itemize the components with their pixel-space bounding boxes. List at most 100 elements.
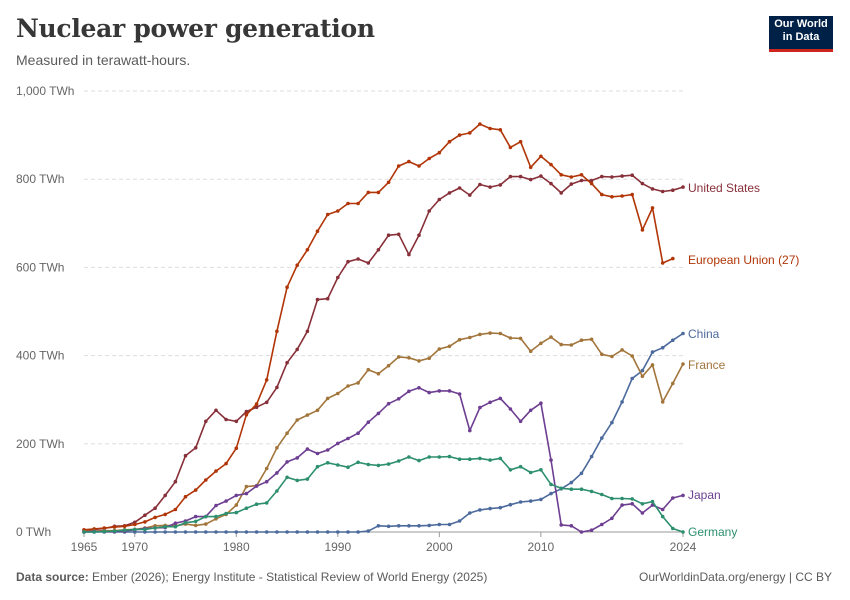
data-point: [447, 389, 452, 393]
data-point: [153, 530, 157, 534]
data-point: [264, 501, 269, 505]
data-point: [356, 431, 360, 436]
data-point: [315, 464, 320, 469]
data-point: [660, 189, 665, 194]
data-point: [468, 428, 472, 433]
data-point: [346, 530, 350, 534]
data-point: [549, 335, 553, 339]
data-point: [660, 261, 665, 265]
data-point: [508, 174, 513, 179]
data-source-label: Data source:: [16, 570, 89, 584]
data-point: [325, 212, 330, 217]
data-point: [620, 503, 624, 507]
data-point: [600, 436, 604, 440]
data-point: [457, 392, 462, 396]
data-point: [610, 354, 614, 359]
line-chart: 0 TWh 200 TWh 400 TWh 600 TWh 800 TWh 1,000 T…: [16, 84, 799, 554]
data-point: [396, 164, 401, 168]
x-tick-label: 1970: [121, 540, 148, 554]
data-point: [498, 456, 503, 461]
site-link[interactable]: OurWorldinData.org/energy | CC BY: [639, 570, 832, 584]
data-point: [671, 496, 675, 500]
data-point: [112, 525, 117, 529]
data-point: [275, 329, 279, 334]
data-point: [528, 177, 533, 182]
data-point: [336, 209, 340, 213]
y-tick-label: 0 TWh: [16, 525, 51, 539]
data-point: [559, 342, 563, 347]
data-point: [234, 446, 239, 451]
x-tick-label: 1965: [71, 540, 98, 554]
data-point: [264, 466, 269, 471]
data-point: [437, 522, 442, 527]
data-point: [133, 527, 137, 532]
data-point: [468, 335, 472, 340]
data-point: [122, 524, 127, 529]
data-point: [610, 496, 614, 501]
data-point: [315, 408, 320, 413]
data-point: [600, 192, 604, 197]
data-point: [336, 441, 340, 446]
data-point: [82, 530, 86, 534]
series-label: Germany: [688, 525, 737, 539]
data-point: [204, 478, 208, 482]
series-line: [84, 455, 684, 533]
data-point: [407, 524, 411, 528]
data-point: [528, 499, 533, 503]
data-point: [234, 419, 239, 424]
data-point: [508, 468, 513, 472]
data-point: [356, 530, 360, 534]
data-point: [143, 527, 147, 532]
data-point: [620, 194, 624, 198]
data-point: [407, 389, 411, 394]
data-point: [275, 385, 279, 390]
data-point: [600, 352, 604, 357]
data-point: [559, 191, 563, 195]
data-point: [579, 487, 584, 492]
data-point: [417, 458, 421, 463]
data-point: [498, 128, 503, 132]
data-point: [488, 506, 492, 511]
data-point: [244, 409, 249, 414]
data-point: [366, 529, 371, 533]
data-point: [407, 159, 411, 164]
data-point: [478, 405, 482, 410]
data-point: [488, 185, 492, 189]
data-point: [264, 378, 269, 382]
data-point: [610, 195, 614, 199]
data-point: [671, 338, 675, 343]
data-point: [315, 530, 320, 534]
data-point: [437, 389, 442, 393]
data-point: [264, 400, 269, 405]
data-point: [660, 400, 665, 404]
data-point: [437, 197, 442, 202]
data-point: [275, 489, 279, 493]
data-point: [193, 488, 198, 492]
x-tick-label: 2024: [670, 540, 697, 554]
data-point: [305, 413, 310, 417]
data-point: [559, 523, 563, 527]
data-point: [518, 419, 523, 424]
data-point: [498, 331, 503, 336]
data-point: [386, 233, 391, 237]
data-point: [508, 336, 513, 340]
data-point: [569, 480, 574, 485]
data-point: [650, 206, 655, 210]
data-point: [468, 457, 472, 462]
owid-logo[interactable]: Our World in Data: [769, 16, 833, 52]
data-point: [468, 193, 472, 197]
data-point: [214, 514, 218, 519]
data-point: [447, 522, 452, 527]
data-point: [478, 182, 482, 187]
data-point: [325, 396, 330, 401]
data-point: [559, 486, 563, 491]
data-point: [498, 183, 503, 187]
data-point: [468, 511, 472, 515]
data-point: [427, 356, 432, 361]
data-point: [173, 530, 178, 534]
data-point: [457, 186, 462, 190]
data-point: [163, 493, 167, 498]
data-point: [589, 454, 594, 459]
data-point: [417, 386, 421, 390]
data-point: [315, 297, 320, 302]
